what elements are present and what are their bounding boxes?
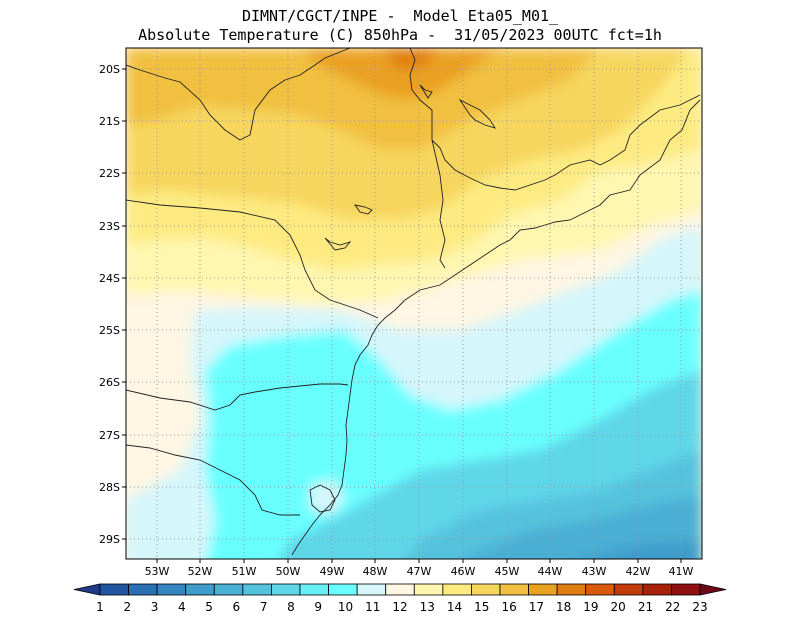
axis-ticks bbox=[122, 68, 682, 563]
lat-label: 20S bbox=[99, 63, 120, 76]
colorbar-segment bbox=[642, 583, 672, 596]
grid-lines bbox=[126, 48, 702, 559]
lat-label: 21S bbox=[99, 115, 120, 128]
colorbar-arrow-low bbox=[73, 583, 101, 596]
colorbar-label: 19 bbox=[583, 600, 598, 614]
colorbar-segment bbox=[299, 583, 329, 596]
colorbar-segment bbox=[413, 583, 444, 596]
colorbar-label: 14 bbox=[447, 600, 462, 614]
colorbar-segment bbox=[499, 583, 529, 596]
title-line-2: Absolute Temperature (C) 850hPa - 31/05/… bbox=[138, 26, 662, 44]
colorbar-segment bbox=[556, 583, 587, 596]
lon-label: 51W bbox=[232, 565, 257, 578]
colorbar-segment bbox=[385, 583, 415, 596]
colorbar-label: 20 bbox=[611, 600, 626, 614]
lon-label: 47W bbox=[407, 565, 432, 578]
lat-label: 25S bbox=[99, 324, 120, 337]
colorbar-label: 21 bbox=[638, 600, 653, 614]
colorbar-label: 4 bbox=[178, 600, 186, 614]
colorbar-label: 6 bbox=[233, 600, 241, 614]
colorbar-label: 22 bbox=[665, 600, 680, 614]
colorbar-label: 15 bbox=[474, 600, 489, 614]
colorbar-segment bbox=[128, 583, 158, 596]
map-frame bbox=[125, 47, 703, 560]
colorbar-label: 9 bbox=[314, 600, 322, 614]
colorbar-segment bbox=[213, 583, 244, 596]
coastline-and-borders bbox=[126, 48, 701, 556]
lon-label: 43W bbox=[582, 565, 607, 578]
colorbar-label: 16 bbox=[501, 600, 516, 614]
colorbar-segment bbox=[585, 583, 615, 596]
colorbar-segment bbox=[671, 583, 701, 596]
colorbar-segment bbox=[613, 583, 644, 596]
colorbar-segment bbox=[271, 583, 301, 596]
colorbar-label: 11 bbox=[365, 600, 380, 614]
colorbar-label: 2 bbox=[123, 600, 131, 614]
lat-label: 27S bbox=[99, 429, 120, 442]
title-line-1: DIMNT/CGCT/INPE - Model Eta05_M01_ bbox=[241, 7, 559, 25]
colorbar-segment bbox=[242, 583, 272, 596]
colorbar: 1 2 3 4 5 6 7 8 9 10 11 12 13 14 15 16 17 18 19 20 21 22 23 bbox=[73, 583, 727, 614]
colorbar-segment bbox=[356, 583, 387, 596]
lat-label: 26S bbox=[99, 376, 120, 389]
latitude-labels: 20S 21S 22S 23S 24S 25S 26S 27S 28S 29S bbox=[99, 63, 120, 546]
lon-label: 45W bbox=[495, 565, 520, 578]
colorbar-segment bbox=[471, 583, 501, 596]
lat-label: 29S bbox=[99, 533, 120, 546]
colorbar-segment bbox=[442, 583, 472, 596]
lat-label: 23S bbox=[99, 220, 120, 233]
lon-label: 50W bbox=[276, 565, 301, 578]
lon-label: 41W bbox=[669, 565, 694, 578]
lon-label: 52W bbox=[188, 565, 213, 578]
lon-label: 46W bbox=[451, 565, 476, 578]
lon-label: 49W bbox=[320, 565, 345, 578]
colorbar-label: 10 bbox=[338, 600, 353, 614]
colorbar-label: 3 bbox=[151, 600, 159, 614]
colorbar-arrow-high bbox=[699, 583, 727, 596]
colorbar-label: 8 bbox=[287, 600, 295, 614]
colorbar-segment bbox=[328, 583, 358, 596]
colorbar-segment bbox=[156, 583, 187, 596]
colorbar-segment bbox=[99, 583, 129, 596]
longitude-labels: 53W 52W 51W 50W 49W 48W 47W 46W 45W 44W … bbox=[145, 565, 694, 578]
lat-label: 28S bbox=[99, 481, 120, 494]
colorbar-label: 1 bbox=[96, 600, 104, 614]
lat-label: 24S bbox=[99, 272, 120, 285]
lat-label: 22S bbox=[99, 167, 120, 180]
colorbar-segment bbox=[185, 583, 215, 596]
colorbar-segment bbox=[528, 583, 558, 596]
lon-label: 53W bbox=[145, 565, 170, 578]
colorbar-label: 23 bbox=[692, 600, 707, 614]
colorbar-label: 5 bbox=[205, 600, 213, 614]
colorbar-label: 13 bbox=[420, 600, 435, 614]
colorbar-label: 12 bbox=[392, 600, 407, 614]
colorbar-label: 18 bbox=[556, 600, 571, 614]
colorbar-label: 17 bbox=[529, 600, 544, 614]
lon-label: 42W bbox=[626, 565, 651, 578]
lon-label: 48W bbox=[363, 565, 388, 578]
colorbar-label: 7 bbox=[260, 600, 268, 614]
temperature-field bbox=[126, 48, 702, 559]
lon-label: 44W bbox=[538, 565, 563, 578]
